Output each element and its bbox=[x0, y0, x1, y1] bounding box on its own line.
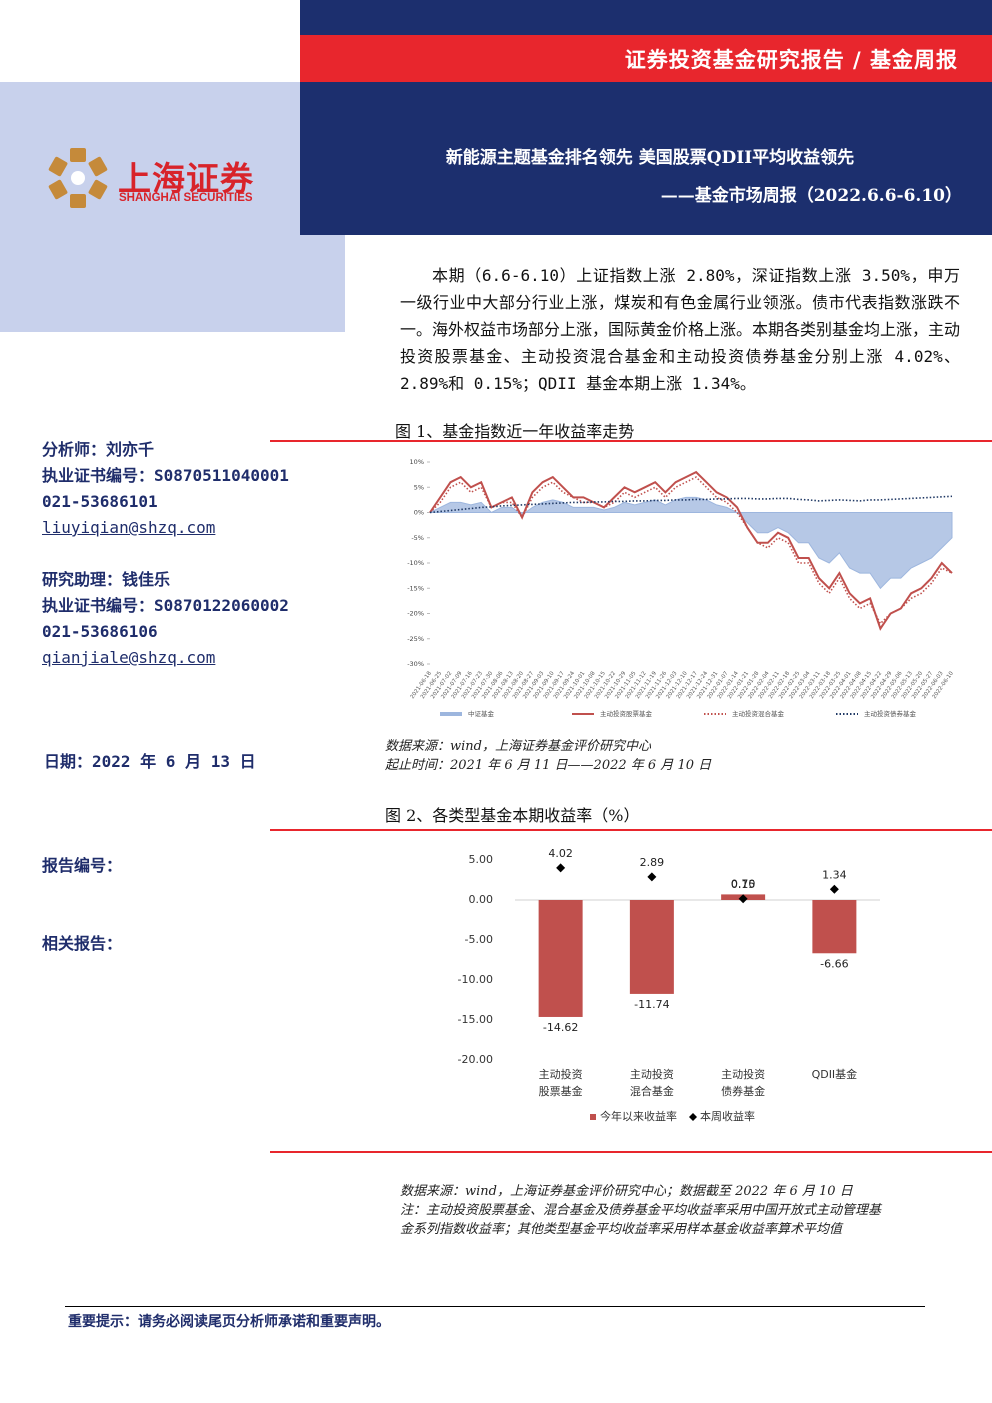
note: 数据来源：wind，上海证券基金评价研究中心 bbox=[385, 739, 651, 754]
legend-label: 中证基金 bbox=[468, 709, 495, 718]
x-tick-label: 债券基金 bbox=[721, 1084, 765, 1098]
line bbox=[429, 470, 953, 631]
note: 起止时间：2021 年 6 月 11 日——2022 年 6 月 10 日 bbox=[385, 758, 712, 773]
marker bbox=[647, 872, 657, 882]
y-tick-label: -5% bbox=[411, 534, 424, 542]
logo-name: 上海证券 bbox=[118, 159, 254, 198]
legend-label: 主动投资混合基金 bbox=[732, 709, 785, 718]
y-tick-label: 5% bbox=[414, 483, 424, 491]
report-number: 报告编号： bbox=[42, 856, 123, 875]
legend-swatch bbox=[440, 712, 462, 716]
y-tick-label: -30% bbox=[407, 660, 424, 668]
marker bbox=[738, 894, 748, 904]
figure-notes: 数据来源：wind，上海证券基金评价研究中心 起止时间：2021 年 6 月 1… bbox=[385, 737, 711, 775]
y-tick-label: -10.00 bbox=[458, 973, 493, 986]
analyst-title: 研究助理：钱佳乐 bbox=[42, 570, 171, 589]
marker bbox=[556, 863, 566, 873]
value-label: -11.74 bbox=[634, 998, 669, 1011]
analyst-phone: 021-53686106 bbox=[42, 622, 158, 641]
analyst-title: 分析师：刘亦千 bbox=[42, 440, 155, 459]
figure-caption: 图 1、基金指数近一年收益率走势 bbox=[395, 422, 635, 441]
x-tick-label: 主动投资 bbox=[721, 1067, 765, 1081]
bar bbox=[812, 900, 857, 954]
legend-swatch bbox=[590, 1114, 596, 1120]
analyst-phone: 021-53686101 bbox=[42, 492, 158, 511]
area bbox=[429, 496, 953, 590]
y-tick-label: 10% bbox=[410, 458, 424, 466]
value-label: 1.34 bbox=[822, 868, 847, 881]
footer-rule bbox=[65, 1306, 925, 1307]
legend-label: 主动投资债券基金 bbox=[864, 709, 917, 718]
value-label: 0.15 bbox=[731, 878, 756, 891]
rule bbox=[270, 440, 992, 442]
y-tick-label: 5.00 bbox=[469, 853, 494, 866]
x-tick-label: 主动投资 bbox=[630, 1067, 674, 1081]
legend-label: 今年以来收益率 bbox=[600, 1109, 677, 1123]
report-category: 证券投资基金研究报告 / 基金周报 bbox=[624, 47, 958, 72]
y-tick-label: -10% bbox=[407, 559, 424, 567]
analyst-email[interactable]: qianjiale@shzq.com bbox=[42, 648, 216, 667]
header-stripe bbox=[300, 35, 992, 82]
y-tick-label: 0% bbox=[414, 509, 424, 517]
summary: 本期（6.6-6.10）上证指数上涨 2.80%，深证指数上涨 3.50%，申万… bbox=[400, 266, 961, 393]
legend-label: 本周收益率 bbox=[700, 1109, 755, 1123]
y-tick-label: -15.00 bbox=[458, 1013, 493, 1026]
note: 金系列指数收益率；其他类型基金平均收益率采用样本基金收益率算术平均值 bbox=[400, 1222, 843, 1237]
related-reports: 相关报告： bbox=[42, 934, 123, 953]
x-tick-label: QDII基金 bbox=[812, 1067, 858, 1081]
bar bbox=[629, 900, 674, 994]
rule bbox=[270, 1151, 992, 1153]
y-tick-label: -25% bbox=[407, 635, 424, 643]
y-tick-label: -20.00 bbox=[458, 1053, 493, 1066]
x-tick-label: 主动投资 bbox=[539, 1067, 583, 1081]
analyst-cert: 执业证书编号：S0870511040001 bbox=[42, 466, 289, 485]
legend-swatch bbox=[689, 1113, 697, 1121]
report-date: 日期：2022 年 6 月 13 日 bbox=[44, 752, 256, 771]
logo-icon bbox=[48, 148, 108, 208]
analyst-cert: 执业证书编号：S0870122060002 bbox=[42, 596, 289, 615]
value-label: 2.89 bbox=[640, 856, 665, 869]
report-subtitle: ——基金市场周报（2022.6.6-6.10） bbox=[660, 186, 962, 206]
note: 数据来源：wind，上海证券基金评价研究中心；数据截至 2022 年 6 月 1… bbox=[400, 1184, 853, 1199]
report-title: 新能源主题基金排名领先 美国股票QDII平均收益领先 bbox=[445, 148, 855, 168]
note: 注：主动投资股票基金、混合基金及债券基金平均收益率采用中国开放式主动管理基 bbox=[400, 1203, 882, 1218]
y-tick-label: -20% bbox=[407, 610, 424, 618]
figure-notes: 数据来源：wind，上海证券基金评价研究中心；数据截至 2022 年 6 月 1… bbox=[400, 1182, 881, 1239]
figure-caption: 图 2、各类型基金本期收益率（%） bbox=[385, 806, 640, 825]
marker bbox=[829, 884, 839, 894]
x-tick-label: 混合基金 bbox=[630, 1084, 674, 1098]
x-tick-label: 股票基金 bbox=[539, 1084, 583, 1098]
analyst-block: 研究助理：钱佳乐 执业证书编号：S0870122060002 021-53686… bbox=[42, 567, 289, 671]
analyst-email[interactable]: liuyiqian@shzq.com bbox=[42, 518, 216, 537]
y-tick-label: -15% bbox=[407, 584, 424, 592]
logo-name-en: SHANGHAI SECURITIES bbox=[119, 192, 253, 204]
legend-label: 主动投资股票基金 bbox=[600, 709, 653, 718]
y-tick-label: 0.00 bbox=[469, 893, 494, 906]
analyst-block: 分析师：刘亦千 执业证书编号：S0870511040001 021-536861… bbox=[42, 437, 289, 541]
rule bbox=[270, 829, 992, 831]
bar bbox=[538, 900, 583, 1017]
footer-note: 重要提示：请务必阅读尾页分析师承诺和重要声明。 bbox=[68, 1314, 390, 1330]
value-label: 0.70 bbox=[731, 877, 756, 890]
line bbox=[429, 476, 953, 625]
y-tick-label: -5.00 bbox=[465, 933, 493, 946]
value-label: -14.62 bbox=[543, 1021, 578, 1034]
value-label: 4.02 bbox=[548, 847, 573, 860]
side-panel bbox=[0, 82, 345, 332]
value-label: -6.66 bbox=[820, 957, 848, 970]
